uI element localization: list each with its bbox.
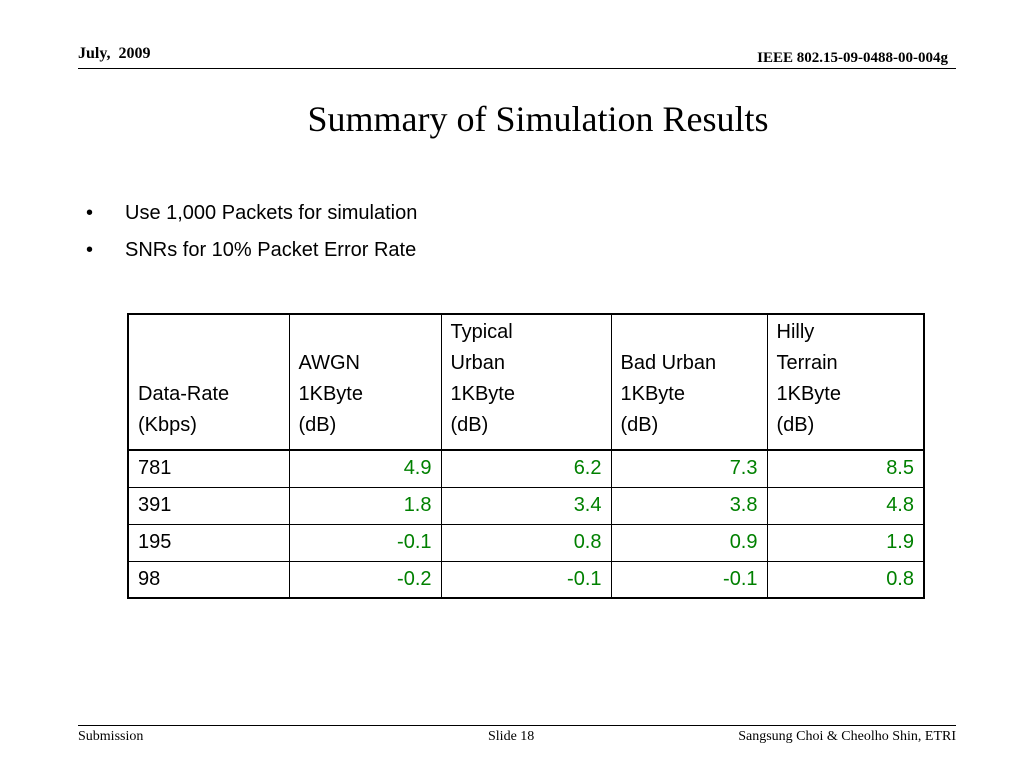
table-cell-value: 8.5: [766, 449, 925, 488]
table-cell-data-rate: 781: [127, 449, 290, 488]
footer-authors: Sangsung Choi & Cheolho Shin, ETRI: [738, 729, 956, 744]
table-cell-value: 1.9: [766, 523, 925, 562]
column-header-typical-urban: Typical Urban 1KByte (dB): [440, 313, 612, 451]
table-cell-value: -0.1: [610, 560, 768, 599]
header-rule: [78, 68, 956, 69]
bullet-list: • Use 1,000 Packets for simulation • SNR…: [86, 202, 417, 276]
table-row: 781 4.9 6.2 7.3 8.5: [127, 449, 925, 488]
table-cell-value: 4.9: [288, 449, 442, 488]
column-header-bad-urban: Bad Urban 1KByte (dB): [610, 313, 768, 451]
table-cell-value: 1.8: [288, 486, 442, 525]
bullet-item: • SNRs for 10% Packet Error Rate: [86, 239, 417, 276]
bullet-icon: •: [86, 202, 94, 224]
table-cell-value: 7.3: [610, 449, 768, 488]
table-row: 195 -0.1 0.8 0.9 1.9: [127, 523, 925, 562]
results-table: Data-Rate (Kbps) AWGN 1KByte (dB) Typica…: [127, 313, 925, 599]
table-cell-value: 0.8: [440, 523, 612, 562]
table-header-row: Data-Rate (Kbps) AWGN 1KByte (dB) Typica…: [127, 313, 925, 451]
column-header-awgn: AWGN 1KByte (dB): [288, 313, 442, 451]
table-cell-value: -0.1: [288, 523, 442, 562]
bullet-text: SNRs for 10% Packet Error Rate: [125, 239, 417, 261]
table-cell-value: 0.9: [610, 523, 768, 562]
table-cell-data-rate: 391: [127, 486, 290, 525]
table-cell-value: -0.1: [440, 560, 612, 599]
bullet-icon: •: [86, 239, 94, 261]
column-header-data-rate: Data-Rate (Kbps): [127, 313, 290, 451]
header-date: July, 2009: [78, 45, 151, 62]
footer-submission: Submission: [78, 729, 144, 744]
table-cell-value: 3.4: [440, 486, 612, 525]
table-cell-value: 6.2: [440, 449, 612, 488]
table-row: 98 -0.2 -0.1 -0.1 0.8: [127, 560, 925, 599]
table-row: 391 1.8 3.4 3.8 4.8: [127, 486, 925, 525]
table-cell-value: 0.8: [766, 560, 925, 599]
table-cell-data-rate: 98: [127, 560, 290, 599]
table-cell-value: -0.2: [288, 560, 442, 599]
header-doc-id: IEEE 802.15-09-0488-00-004g: [757, 50, 948, 66]
footer-slide-number: Slide 18: [488, 729, 535, 744]
bullet-text: Use 1,000 Packets for simulation: [125, 202, 418, 224]
slide-title: Summary of Simulation Results: [307, 99, 769, 139]
table-cell-data-rate: 195: [127, 523, 290, 562]
footer-rule: [78, 725, 956, 726]
bullet-item: • Use 1,000 Packets for simulation: [86, 202, 417, 239]
table-cell-value: 3.8: [610, 486, 768, 525]
column-header-hilly-terrain: Hilly Terrain 1KByte (dB): [766, 313, 925, 451]
table-cell-value: 4.8: [766, 486, 925, 525]
